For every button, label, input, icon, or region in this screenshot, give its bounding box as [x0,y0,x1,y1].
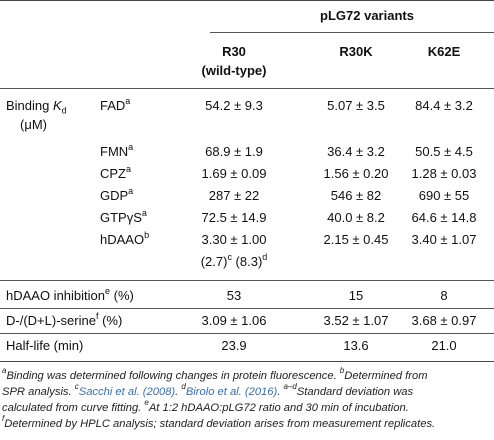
cell-hdaao-k62e: 3.40 ± 1.07 [411,232,477,247]
cell-serine-k62e: 3.68 ± 0.97 [411,313,477,328]
citation-link-sacchi[interactable]: Sacchi et al. (2008) [78,386,176,398]
row-label-hdaao-inhibition: hDAAO inhibitione (%) [6,285,134,303]
table-top-rule [0,0,494,1]
footnote-line-2: SPR analysis. cSacchi et al. (2008). dBi… [2,382,414,398]
cell-gdp-r30k: 546 ± 82 [330,188,382,203]
cell-inhibition-r30: 53 [226,288,242,303]
binding-kd-label-main: Binding [6,98,53,113]
binding-kd-subscript: d [61,105,67,116]
cell-fmn-r30k: 36.4 ± 3.2 [327,144,385,159]
row-label-gdp: GDPa [100,185,134,203]
cell-cpz-r30: 1.69 ± 0.09 [201,166,267,181]
row-label-half-life: Half-life (min) [6,338,84,353]
cell-half-life-k62e: 21.0 [431,338,457,353]
cell-half-life-r30k: 13.6 [343,338,369,353]
cell-gtpys-k62e: 64.6 ± 14.8 [411,210,477,225]
column-header-r30: R30 [222,44,246,59]
citation-link-birolo[interactable]: Birolo et al. (2016) [185,386,278,398]
cell-gdp-k62e: 690 ± 55 [418,188,470,203]
cell-gtpys-r30: 72.5 ± 14.9 [201,210,267,225]
cell-fad-r30k: 5.07 ± 3.5 [327,98,385,113]
cell-serine-r30k: 3.52 ± 1.07 [323,313,389,328]
serine-bottom-rule [0,333,494,334]
cell-cpz-k62e: 1.28 ± 0.03 [411,166,477,181]
cell-inhibition-k62e: 8 [440,288,448,303]
row-label-fad: FADa [100,95,131,113]
cell-hdaao-r30: 3.30 ± 1.00 [201,232,267,247]
column-header-r30k: R30K [339,44,373,59]
cell-gdp-r30: 287 ± 22 [208,188,260,203]
cell-fad-r30: 54.2 ± 9.3 [205,98,263,113]
table-bottom-rule [0,361,494,362]
cell-serine-r30: 3.09 ± 1.06 [201,313,267,328]
cell-cpz-r30k: 1.56 ± 0.20 [323,166,389,181]
row-label-gtpys: GTPγSa [100,207,147,225]
binding-kd-unit: (μM) [20,117,47,132]
footnote-line-4: fDetermined by HPLC analysis; standard d… [2,414,436,430]
binding-kd-symbol: K [52,98,62,113]
header-bottom-rule [0,88,494,89]
cell-fmn-k62e: 50.5 ± 4.5 [415,144,473,159]
header-group-title: pLG72 variants [320,8,414,23]
binding-bottom-rule [0,280,494,281]
row-label-cpz: CPZa [100,163,132,181]
cell-fmn-r30: 68.9 ± 1.9 [205,144,263,159]
footnote-line-1: aBinding was determined following change… [2,366,428,382]
cell-hdaao-r30k: 2.15 ± 0.45 [323,232,389,247]
column-header-r30-subtitle: (wild-type) [201,63,267,78]
cell-inhibition-r30k: 15 [348,288,364,303]
binding-kd-label: Binding Kd [6,98,67,116]
cell-fad-k62e: 84.4 ± 3.2 [415,98,473,113]
cell-hdaao-r30-references: (2.7)c (8.3)d [200,251,268,269]
footnote-line-3: calculated from curve fitting. eAt 1:2 h… [2,398,409,414]
header-group-underline [210,32,494,33]
cell-gtpys-r30k: 40.0 ± 8.2 [327,210,385,225]
column-header-k62e: K62E [427,44,461,59]
row-label-hdaao: hDAAOb [100,229,150,247]
inhibition-bottom-rule [0,308,494,309]
cell-half-life-r30: 23.9 [221,338,247,353]
row-label-fmn: FMNa [100,141,134,159]
row-label-serine: D-/(D+L)-serinef (%) [6,310,123,328]
